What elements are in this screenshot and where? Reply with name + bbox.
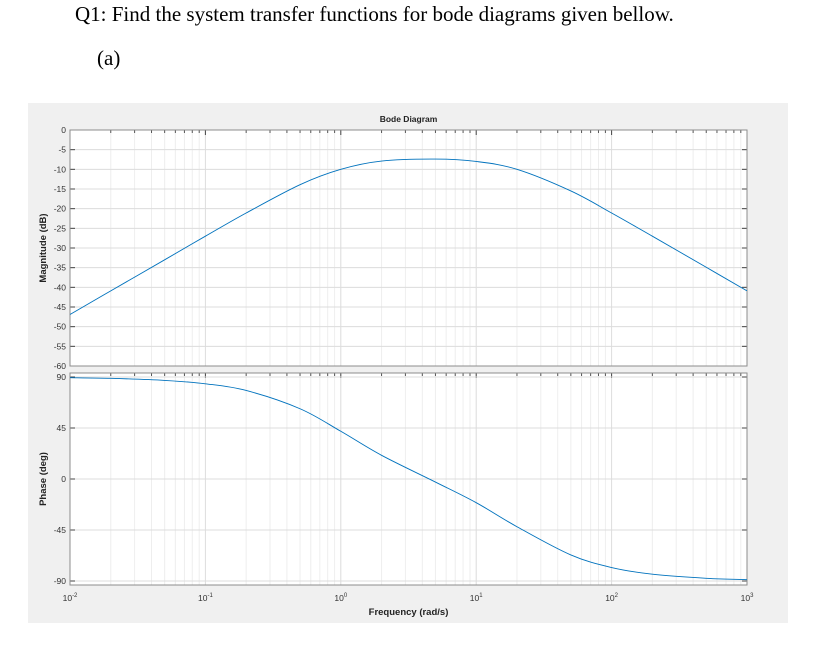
y-axis-label: Magnitude (dB) [38, 213, 49, 282]
x-axis-label: Frequency (rad/s) [369, 607, 449, 618]
x-tick-label: 101 [470, 593, 483, 603]
chart-title: Bode Diagram [380, 114, 438, 124]
phase-axes: 90 45 0 -45 -90 Phase (deg) 10-2 10-1 100 101 102 1… [38, 372, 754, 618]
y-tick-label: -5 [58, 145, 66, 155]
y-tick-label: -50 [54, 322, 67, 332]
x-tick-label: 102 [605, 593, 618, 603]
x-tick-label: 103 [741, 593, 754, 603]
question-text: Q1: Find the system transfer functions f… [75, 2, 674, 26]
x-tick-label: 100 [334, 593, 347, 603]
magnitude-curve [69, 158, 748, 315]
y-tick-label: -40 [54, 282, 67, 292]
y-tick-label: 0 [61, 125, 66, 135]
y-tick-label: 90 [57, 372, 67, 382]
axes-box [69, 129, 748, 367]
y-tick-label: -30 [54, 243, 67, 253]
y-tick-label: -45 [54, 525, 67, 535]
axes-box [69, 372, 748, 586]
y-tick-label: -35 [54, 263, 67, 273]
y-tick-label: -45 [54, 302, 67, 312]
phase-curve [69, 377, 748, 581]
y-tick-label: 0 [61, 474, 66, 484]
y-tick-label: -25 [54, 223, 67, 233]
y-axis-label: Phase (deg) [38, 452, 49, 506]
y-tick-label: -15 [54, 184, 67, 194]
x-tick-label: 10-2 [63, 593, 78, 603]
y-tick-label: -60 [54, 361, 67, 371]
y-tick-label: -55 [54, 341, 67, 351]
part-label: (a) [97, 46, 121, 70]
y-tick-label: -10 [54, 164, 67, 174]
x-tick-label: 10-1 [198, 593, 213, 603]
y-tick-label: 45 [57, 423, 67, 433]
y-tick-label: -90 [54, 576, 67, 586]
y-tick-label: -20 [54, 204, 67, 214]
magnitude-axes: 0 -5 -10 -15 -20 -25 -30 -35 -40 -45 -50 -55 -60 Magn… [38, 114, 748, 371]
